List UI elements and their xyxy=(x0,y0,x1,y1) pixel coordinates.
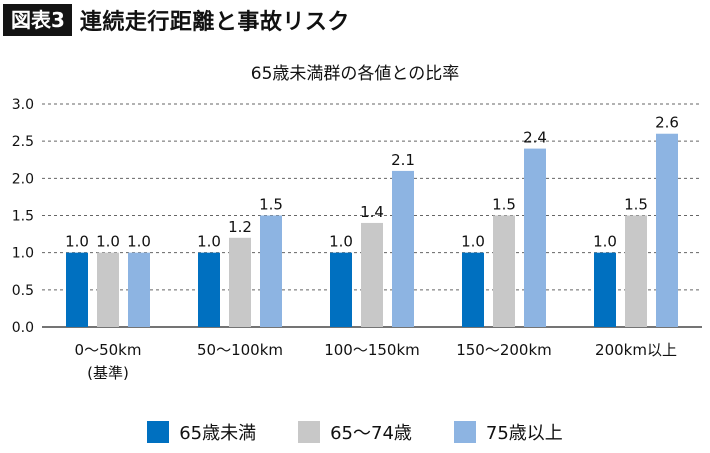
bar-value-label: 2.1 xyxy=(391,151,415,169)
y-tick-label: 3.0 xyxy=(12,97,34,113)
y-tick-label: 2.0 xyxy=(12,171,34,187)
y-tick-label: 1.0 xyxy=(12,246,34,262)
bar-4-2 xyxy=(656,133,678,327)
bar-value-label: 1.4 xyxy=(360,203,384,221)
bar-1-2 xyxy=(260,215,282,327)
chart-legend: 65歳未満 65～74歳 75歳以上 xyxy=(0,416,710,448)
legend-swatch xyxy=(147,421,170,443)
bar-value-label: 1.0 xyxy=(593,233,617,251)
bar-value-label: 1.2 xyxy=(228,218,252,236)
legend-label: 65～74歳 xyxy=(330,423,412,444)
bar-0-1 xyxy=(97,252,119,327)
bar-2-1 xyxy=(361,222,383,327)
bar-value-label: 1.0 xyxy=(65,233,89,251)
bar-value-label: 2.6 xyxy=(655,114,679,132)
bar-value-label: 1.0 xyxy=(329,233,353,251)
x-category-label: 50～100km xyxy=(197,341,283,359)
bar-3-2 xyxy=(524,148,546,327)
x-category-label: 200km以上 xyxy=(595,341,677,359)
bar-1-1 xyxy=(229,237,251,327)
bar-0-2 xyxy=(128,252,150,327)
legend-swatch xyxy=(453,421,476,443)
bar-value-label: 1.5 xyxy=(492,196,516,214)
figure-badge: 図表3 xyxy=(3,4,72,36)
legend-item: 65～74歳 xyxy=(298,419,412,445)
bar-value-label: 1.0 xyxy=(96,233,120,251)
y-tick-label: 0.5 xyxy=(12,283,34,299)
bar-4-0 xyxy=(594,252,616,327)
bar-value-label: 1.0 xyxy=(461,233,485,251)
bar-4-1 xyxy=(625,215,647,327)
bar-2-0 xyxy=(330,252,352,327)
bar-3-0 xyxy=(462,252,484,327)
bar-0-0 xyxy=(66,252,88,327)
bar-1-0 xyxy=(198,252,220,327)
legend-label: 75歳以上 xyxy=(485,423,563,444)
x-category-sublabel: (基準) xyxy=(87,364,129,382)
bar-chart: 65歳未満群の各値との比率 0.0 0.5 1.0 1.5 2.0 2.5 3.0 1.0 1.0… xyxy=(12,64,702,382)
x-category-label: 0～50km xyxy=(75,341,142,359)
bar-3-1 xyxy=(493,215,515,327)
figure-header: 図表3 連続走行距離と事故リスク xyxy=(0,0,710,40)
x-category-label: 100～150km xyxy=(324,341,420,359)
bar-value-label: 2.4 xyxy=(523,129,547,147)
legend-swatch xyxy=(298,421,321,443)
bar-value-label: 1.0 xyxy=(197,233,221,251)
bar-value-label: 1.5 xyxy=(624,196,648,214)
legend-item: 65歳未満 xyxy=(147,419,256,445)
legend-label: 65歳未満 xyxy=(179,423,257,444)
y-tick-label: 0.0 xyxy=(12,320,34,336)
x-category-label: 150～200km xyxy=(456,341,552,359)
y-tick-label: 1.5 xyxy=(12,209,34,225)
y-tick-label: 2.5 xyxy=(12,134,34,150)
chart-title: 65歳未満群の各値との比率 xyxy=(251,64,459,84)
bar-value-label: 1.5 xyxy=(259,196,283,214)
bar-2-2 xyxy=(392,170,414,327)
legend-item: 75歳以上 xyxy=(453,419,563,445)
bar-value-label: 1.0 xyxy=(127,233,151,251)
figure-title: 連続走行距離と事故リスク xyxy=(79,10,350,35)
